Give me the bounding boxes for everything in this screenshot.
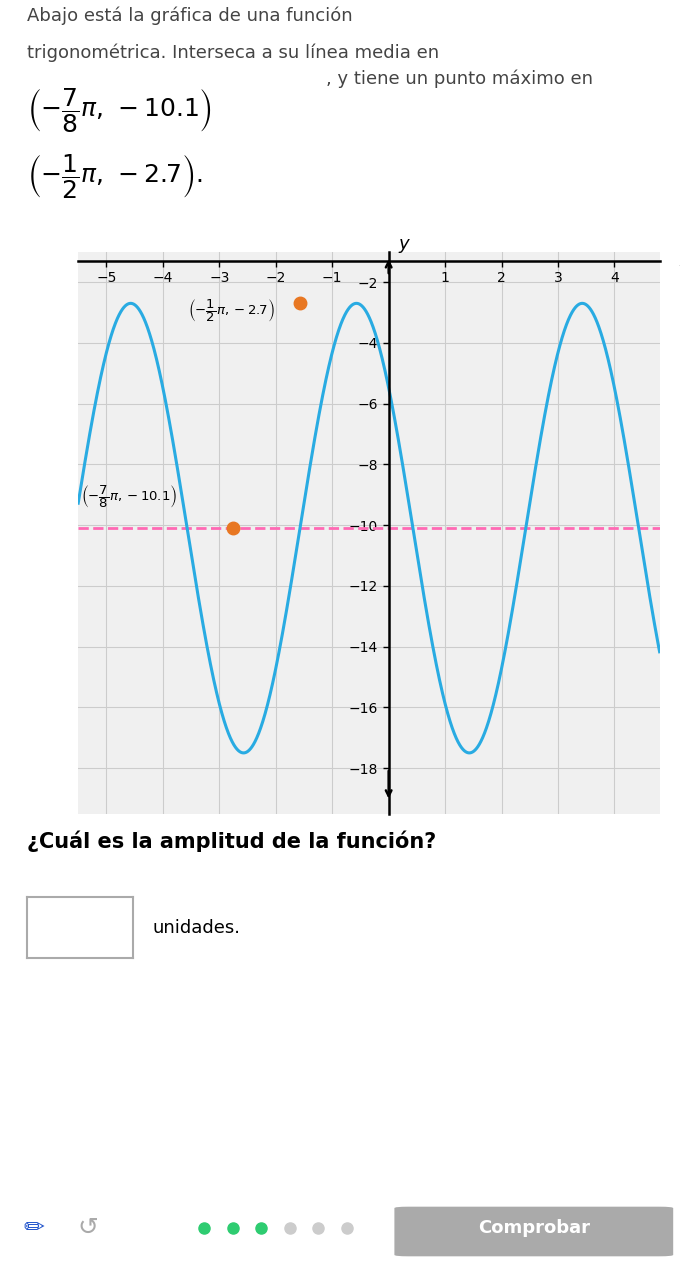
Text: Comprobar: Comprobar — [478, 1219, 590, 1236]
Text: ¿Cuál es la amplitud de la función?: ¿Cuál es la amplitud de la función? — [27, 831, 437, 852]
FancyBboxPatch shape — [394, 1207, 673, 1257]
Text: $\left(-\dfrac{7}{8}\pi,-10.1\right)$: $\left(-\dfrac{7}{8}\pi,-10.1\right)$ — [81, 483, 177, 510]
Text: $\left(-\dfrac{1}{2}\pi,-2.7\right)$: $\left(-\dfrac{1}{2}\pi,-2.7\right)$ — [188, 297, 275, 325]
Text: trigonométrica. Interseca a su línea media en: trigonométrica. Interseca a su línea med… — [27, 43, 439, 62]
Text: Abajo está la gráfica de una función: Abajo está la gráfica de una función — [27, 6, 353, 25]
Text: $\left(-\dfrac{1}{2}\pi,\,-2.7\right).$: $\left(-\dfrac{1}{2}\pi,\,-2.7\right).$ — [27, 152, 203, 200]
Text: unidades.: unidades. — [153, 919, 241, 937]
Text: y: y — [398, 236, 409, 254]
Text: ↺: ↺ — [78, 1216, 99, 1240]
Text: $\left(-\dfrac{7}{8}\pi,\,-10.1\right)$: $\left(-\dfrac{7}{8}\pi,\,-10.1\right)$ — [27, 86, 212, 134]
Text: , y tiene un punto máximo en: , y tiene un punto máximo en — [326, 70, 594, 89]
Text: ✏: ✏ — [24, 1216, 44, 1240]
